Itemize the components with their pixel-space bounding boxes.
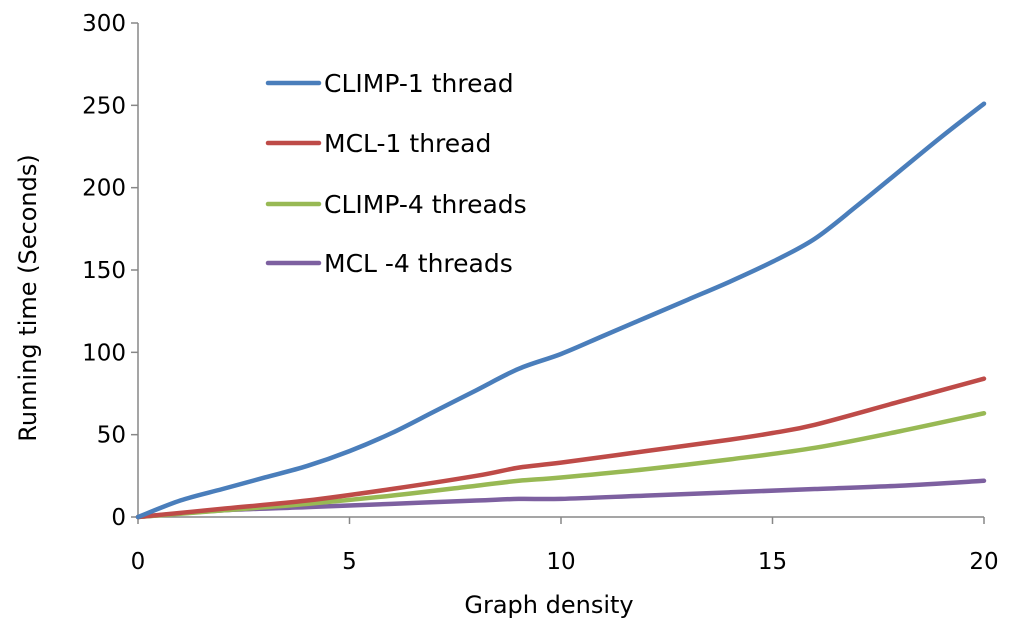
x-axis-title: Graph density — [464, 591, 633, 619]
legend-label-mcl-1-thread: MCL-1 thread — [324, 129, 491, 158]
legend-label-climp-4-threads: CLIMP-4 threads — [324, 190, 527, 219]
y-tick-label: 250 — [82, 93, 126, 119]
plot-lines — [135, 101, 987, 520]
y-tick-label: 200 — [82, 176, 126, 202]
y-tick-label: 100 — [82, 340, 126, 366]
series-line-mcl-4-threads — [135, 478, 987, 520]
legend: CLIMP-1 thread MCL-1 thread CLIMP-4 thread… — [265, 69, 527, 278]
axes: 0 50 100 150 200 250 300 0 5 10 15 20 — [82, 11, 999, 575]
series-line-climp-4-threads — [135, 411, 987, 520]
y-tick-label: 0 — [111, 505, 126, 531]
x-tick-label: 0 — [131, 549, 146, 575]
y-tick-label: 50 — [97, 423, 126, 449]
y-tick-label: 300 — [82, 11, 126, 37]
x-tick-label: 5 — [342, 549, 357, 575]
series-line-climp-1-thread — [135, 101, 987, 520]
x-tick-label: 10 — [546, 549, 575, 575]
y-axis-title: Running time (Seconds) — [14, 154, 42, 441]
x-tick-label: 15 — [758, 549, 787, 575]
legend-label-climp-1-thread: CLIMP-1 thread — [324, 69, 514, 98]
y-ticks: 0 50 100 150 200 250 300 — [82, 11, 138, 531]
x-tick-label: 20 — [969, 549, 998, 575]
series-line-mcl-1-thread — [135, 376, 987, 520]
y-tick-label: 150 — [82, 258, 126, 284]
legend-label-mcl-4-threads: MCL -4 threads — [324, 249, 513, 278]
x-ticks: 0 5 10 15 20 — [131, 517, 999, 575]
